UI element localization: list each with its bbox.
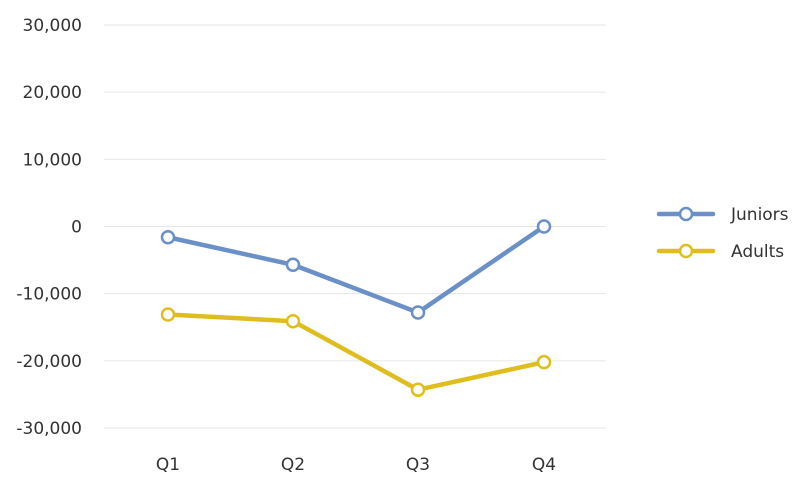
data-point-juniors — [285, 257, 301, 273]
y-tick-label: 30,000 — [23, 16, 82, 36]
y-tick-label: -30,000 — [16, 419, 82, 439]
legend-marker-adults — [678, 243, 694, 259]
series-line-adults — [165, 312, 547, 392]
legend-label-adults: Adults — [731, 242, 784, 262]
data-point-juniors — [160, 229, 176, 245]
data-point-juniors — [410, 305, 426, 320]
x-tick-label: Q2 — [281, 455, 305, 475]
data-point-adults — [410, 382, 426, 397]
data-point-adults — [285, 313, 301, 329]
y-tick-label: 10,000 — [23, 150, 82, 170]
legend-marker-juniors — [678, 206, 694, 222]
data-point-juniors — [536, 219, 552, 234]
y-tick-label: 0 — [71, 218, 82, 238]
x-tick-label: Q1 — [156, 455, 180, 475]
data-point-adults — [536, 354, 552, 370]
gridlines — [104, 24, 606, 429]
y-tick-label: -20,000 — [16, 352, 82, 372]
y-axis-tick-labels: 30,000 20,000 10,000 0 -10,000 -20,000 -30,000 — [16, 16, 82, 439]
x-tick-label: Q3 — [406, 455, 430, 475]
x-tick-label: Q4 — [532, 455, 556, 475]
legend-label-juniors: Juniors — [730, 205, 789, 225]
y-tick-label: 20,000 — [23, 83, 82, 103]
series-line-juniors — [165, 224, 547, 315]
legend: Juniors Adults — [656, 205, 789, 262]
x-axis-tick-labels: Q1 Q2 Q3 Q4 — [156, 455, 556, 475]
y-tick-label: -10,000 — [16, 285, 82, 305]
series-lines — [160, 219, 552, 397]
data-point-adults — [160, 307, 176, 322]
